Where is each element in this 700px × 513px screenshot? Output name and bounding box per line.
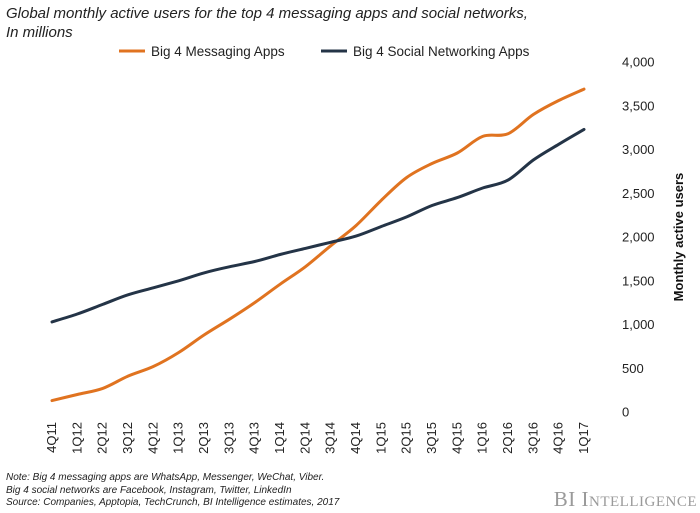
legend-label-messaging-apps: Big 4 Messaging Apps <box>151 44 285 59</box>
y-tick-label: 1,000 <box>622 317 655 332</box>
x-tick-label: 4Q11 <box>44 422 59 453</box>
y-tick-label: 4,000 <box>622 55 655 70</box>
y-tick-label: 0 <box>622 405 629 420</box>
note-messaging-apps: Note: Big 4 messaging apps are WhatsApp,… <box>6 472 325 483</box>
x-tick-label: 2Q12 <box>95 422 110 454</box>
x-tick-label: 3Q15 <box>424 422 439 454</box>
legend-label-social-networks: Big 4 Social Networking Apps <box>353 44 530 59</box>
note-source: Source: Companies, Apptopia, TechCrunch,… <box>6 497 340 508</box>
y-tick-label: 500 <box>622 361 644 376</box>
x-tick-label: 1Q17 <box>576 422 591 454</box>
note-social-networks: Big 4 social networks are Facebook, Inst… <box>6 484 292 496</box>
series-line-messaging-apps <box>50 87 586 403</box>
y-tick-label: 2,000 <box>622 230 655 245</box>
chart-notes: Note: Big 4 messaging apps are WhatsApp,… <box>6 472 426 510</box>
series-line-social-networks <box>50 127 586 324</box>
x-tick-label: 1Q12 <box>69 422 84 454</box>
brand-logo: BI Intelligence <box>553 487 697 511</box>
x-tick-label: 2Q13 <box>196 422 211 454</box>
x-tick-label: 4Q16 <box>551 422 566 454</box>
y-tick-label: 1,500 <box>622 273 655 288</box>
x-tick-label: 1Q16 <box>475 422 490 454</box>
x-tick-label: 1Q14 <box>272 422 287 454</box>
chart-title: Global monthly active users for the top … <box>6 4 566 42</box>
x-tick-label: 4Q14 <box>348 422 363 454</box>
x-tick-label: 1Q13 <box>171 422 186 454</box>
y-axis-title: Monthly active users <box>671 173 686 302</box>
y-tick-label: 2,500 <box>622 186 655 201</box>
x-tick-label: 2Q15 <box>399 422 414 454</box>
x-tick-label: 2Q16 <box>500 422 515 454</box>
y-tick-label: 3,500 <box>622 98 655 113</box>
chart-title-line-2: In millions <box>6 24 73 41</box>
x-tick-label: 4Q12 <box>145 422 160 454</box>
x-tick-label: 3Q12 <box>120 422 135 454</box>
x-tick-label: 1Q15 <box>373 422 388 454</box>
chart-title-line-1: Global monthly active users for the top … <box>6 5 528 22</box>
x-tick-label: 3Q13 <box>221 422 236 454</box>
x-tick-label: 3Q16 <box>525 422 540 454</box>
x-tick-label: 3Q14 <box>323 422 338 454</box>
x-tick-label: 4Q15 <box>449 422 464 454</box>
x-tick-label: 4Q13 <box>247 422 262 454</box>
y-tick-label: 3,000 <box>622 142 655 157</box>
x-tick-label: 2Q14 <box>297 422 312 454</box>
